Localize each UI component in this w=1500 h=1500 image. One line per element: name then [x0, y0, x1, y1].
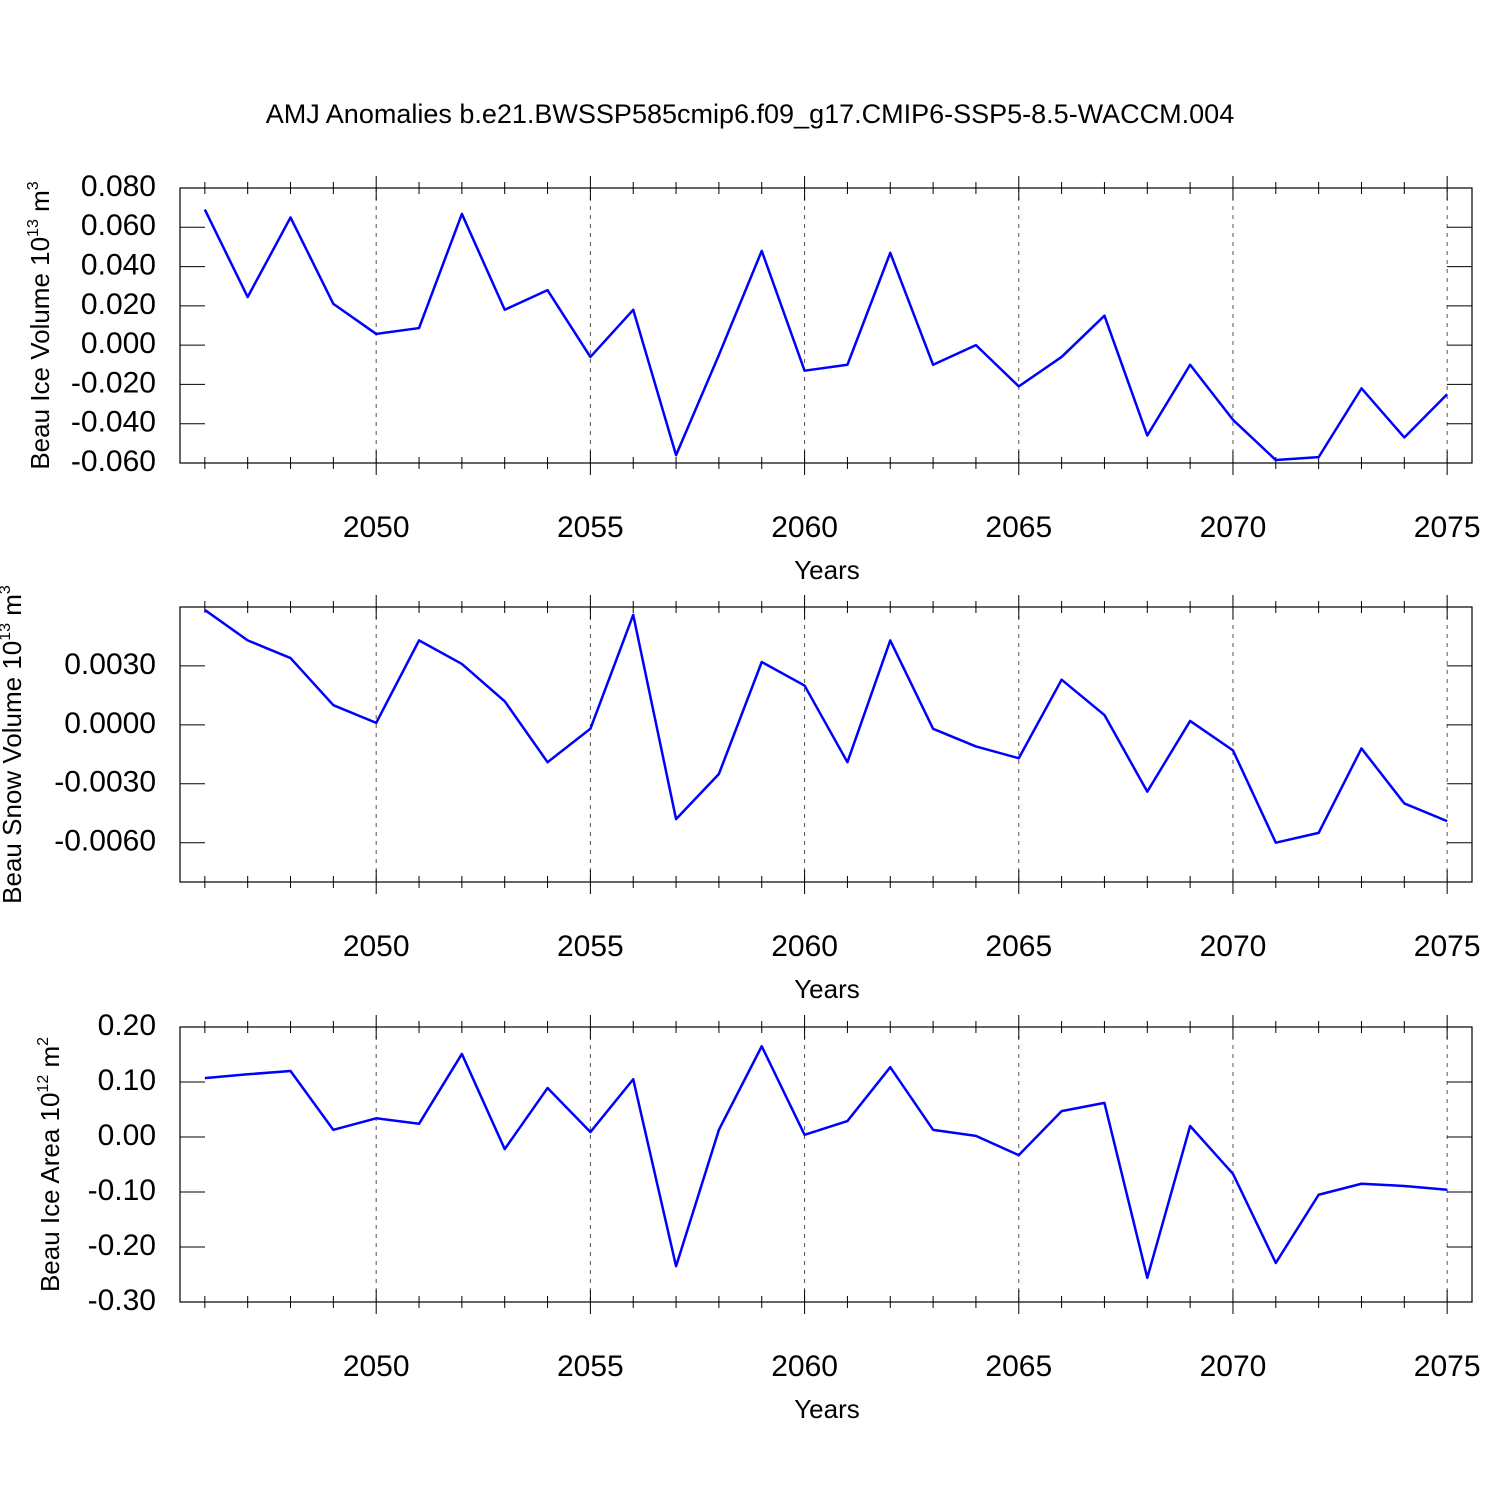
y-label-unit-exponent: 3 — [0, 585, 14, 594]
x-tick-label: 2070 — [1200, 1350, 1267, 1383]
y-tick-label: 0.00 — [98, 1119, 156, 1152]
y-tick-label: 0.040 — [81, 248, 156, 281]
data-line — [204, 608, 1448, 844]
x-tick-label: 2065 — [985, 1350, 1052, 1383]
data-line — [203, 209, 1449, 462]
x-axis-label: Years — [794, 974, 860, 1004]
y-label-exponent: 12 — [35, 1075, 52, 1093]
x-tick-label: 2050 — [343, 511, 410, 544]
y-label-unit: m — [35, 1046, 65, 1075]
x-axis-label: Years — [794, 555, 860, 585]
y-axis-label: Beau Snow Volume 1013 m3 — [0, 585, 27, 904]
x-tick-label: 2050 — [343, 1350, 410, 1383]
y-tick-label: -0.20 — [88, 1229, 156, 1262]
x-tick-label: 2050 — [343, 930, 410, 963]
plot-frame — [179, 1026, 1473, 1303]
x-tick-label: 2075 — [1414, 511, 1481, 544]
y-tick-label: -0.040 — [71, 406, 156, 439]
y-tick-label: -0.30 — [88, 1284, 156, 1317]
plot-frame — [179, 606, 1473, 883]
y-label-unit: m — [25, 190, 55, 219]
x-tick-label: 2070 — [1200, 930, 1267, 963]
y-label-unit-exponent: 3 — [25, 181, 42, 190]
y-label-text: Beau Ice Volume 10 — [25, 237, 55, 470]
y-axis-label: Beau Ice Area 1012 m2 — [35, 1037, 65, 1292]
y-tick-label: 0.0000 — [64, 707, 156, 740]
chart-title: AMJ Anomalies b.e21.BWSSP585cmip6.f09_g1… — [266, 99, 1234, 129]
y-tick-label: 0.000 — [81, 327, 156, 360]
x-tick-label: 2055 — [557, 930, 624, 963]
y-label-text: Beau Ice Area 10 — [35, 1093, 65, 1292]
x-axis-label: Years — [794, 1394, 860, 1424]
y-tick-label: 0.20 — [98, 1009, 156, 1042]
y-label-exponent: 13 — [25, 219, 42, 237]
y-tick-label: 0.10 — [98, 1064, 156, 1097]
y-axis-label: Beau Ice Volume 1013 m3 — [25, 181, 55, 469]
y-label-exponent: 13 — [0, 623, 14, 641]
y-tick-label: 0.080 — [81, 170, 156, 203]
y-label-unit-exponent: 2 — [35, 1037, 52, 1046]
y-tick-label: 0.0030 — [64, 648, 156, 681]
x-tick-label: 2075 — [1414, 930, 1481, 963]
x-tick-label: 2065 — [985, 930, 1052, 963]
x-tick-label: 2070 — [1200, 511, 1267, 544]
x-tick-label: 2055 — [557, 1350, 624, 1383]
x-tick-label: 2075 — [1414, 1350, 1481, 1383]
y-tick-label: -0.0030 — [54, 766, 156, 799]
data-line — [204, 1045, 1448, 1280]
x-tick-label: 2055 — [557, 511, 624, 544]
x-tick-label: 2060 — [771, 1350, 838, 1383]
x-tick-label: 2065 — [985, 511, 1052, 544]
y-tick-label: 0.060 — [81, 209, 156, 242]
y-label-text: Beau Snow Volume 10 — [0, 641, 27, 904]
y-tick-label: -0.020 — [71, 366, 156, 399]
y-tick-label: -0.10 — [88, 1174, 156, 1207]
plot-frame — [179, 187, 1473, 464]
x-tick-label: 2060 — [771, 930, 838, 963]
y-tick-label: -0.0060 — [54, 825, 156, 858]
y-label-unit: m — [0, 594, 27, 623]
x-tick-label: 2060 — [771, 511, 838, 544]
y-tick-label: 0.020 — [81, 288, 156, 321]
y-tick-label: -0.060 — [71, 445, 156, 478]
